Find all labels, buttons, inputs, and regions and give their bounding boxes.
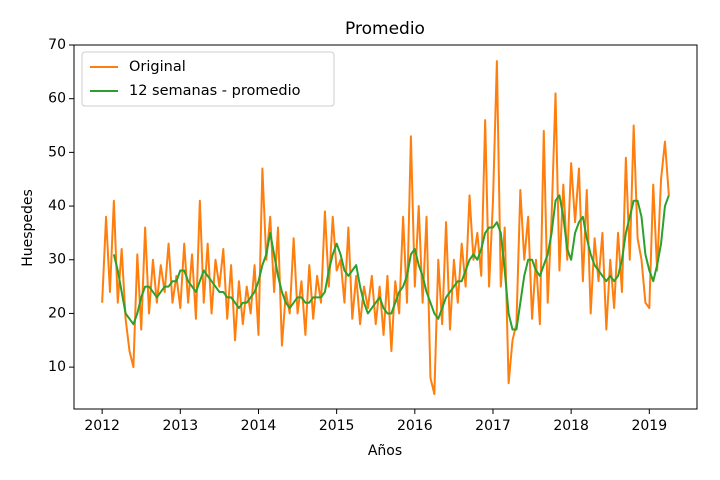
x-tick-label: 2017 — [475, 418, 511, 434]
x-tick-label: 2015 — [319, 418, 355, 434]
series-line — [101, 60, 670, 395]
x-tick-label: 2016 — [397, 418, 433, 434]
plot-frame — [73, 44, 698, 410]
y-axis-label: Huespedes — [20, 189, 36, 267]
y-tick-label: 10 — [48, 359, 66, 375]
y-tick-label: 20 — [48, 305, 66, 321]
series-line — [112, 194, 670, 331]
x-axis-label: Años — [368, 443, 402, 459]
x-tick-label: 2014 — [241, 418, 277, 434]
legend-box — [81, 51, 335, 107]
x-tick-label: 2018 — [553, 418, 589, 434]
y-tick-label: 70 — [48, 37, 66, 53]
chart-title: Promedio — [345, 19, 425, 39]
legend-label: Original — [129, 59, 186, 75]
x-tick-label: 2013 — [162, 418, 198, 434]
legend-label: 12 semanas - promedio — [129, 83, 301, 99]
x-tick-label: 2012 — [84, 418, 120, 434]
y-tick-label: 40 — [48, 198, 66, 214]
x-tick-label: 2019 — [631, 418, 667, 434]
y-tick-label: 50 — [48, 144, 66, 160]
y-tick-label: 60 — [48, 91, 66, 107]
y-tick-label: 30 — [48, 252, 66, 268]
